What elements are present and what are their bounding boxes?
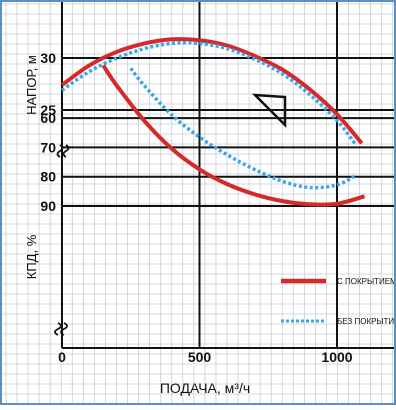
y-tick-label-head: 25 xyxy=(40,102,56,118)
tick-labels: 25 30 60 70 80 90 0 500 1000 xyxy=(40,50,352,365)
y-tick-label-head: 30 xyxy=(40,50,56,66)
y-tick-label-efficiency: 70 xyxy=(40,139,56,155)
operating-point-marker xyxy=(251,93,287,129)
efficiency-curve-coated xyxy=(101,64,366,207)
axes xyxy=(61,0,396,349)
axis-break-icon xyxy=(56,144,70,158)
legend-label: БЕЗ ПОКРЫТИЯ xyxy=(337,317,396,326)
x-tick-label: 500 xyxy=(188,349,212,365)
legend-label: С ПОКРЫТИЕМ xyxy=(337,277,396,286)
x-tick-label: 0 xyxy=(58,349,66,365)
axis-break-icon xyxy=(54,322,68,336)
series-curves xyxy=(60,37,366,207)
y-tick-label-efficiency: 60 xyxy=(40,110,56,126)
x-tick-label: 1000 xyxy=(321,349,352,365)
head-curve-coated xyxy=(60,37,364,145)
y-tick-label-efficiency: 90 xyxy=(40,198,56,214)
legend: С ПОКРЫТИЕМ БЕЗ ПОКРЫТИЯ xyxy=(281,277,396,326)
y-tick-label-efficiency: 80 xyxy=(40,169,56,185)
head-curve-uncoated xyxy=(61,41,358,147)
triangle-marker-icon xyxy=(251,93,287,129)
y-axis-label-head: НАПОР, м xyxy=(24,55,39,115)
axis-breaks xyxy=(54,144,70,336)
y-axis-label-efficiency: КПД, % xyxy=(24,234,39,279)
x-axis-label: ПОДАЧА, м³/ч xyxy=(160,380,250,396)
major-grid xyxy=(61,0,396,348)
